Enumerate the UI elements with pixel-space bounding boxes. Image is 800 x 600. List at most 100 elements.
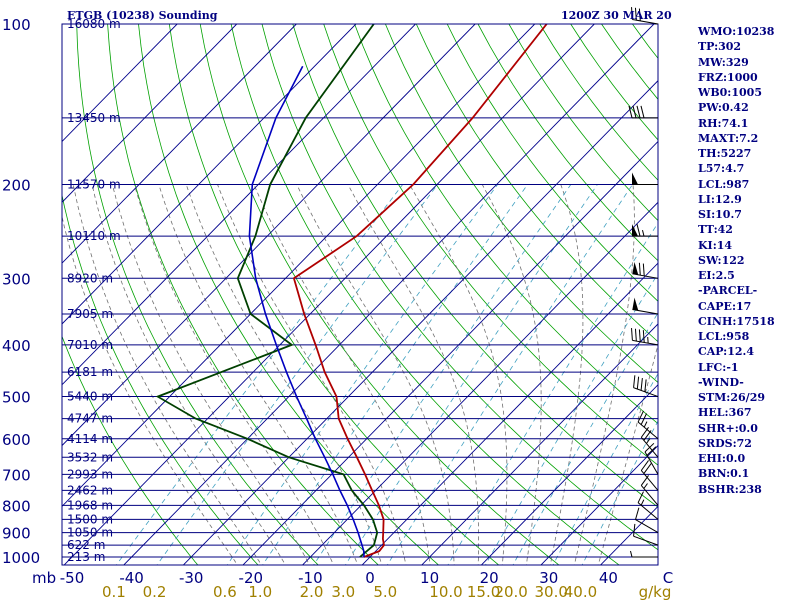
pressure-tick-label: 200 (2, 176, 31, 194)
mixing-ratio-line (313, 184, 572, 565)
mixing-ratio-label: 1.0 (248, 583, 272, 600)
height-label: 213 m (67, 550, 105, 564)
index-item: PW:0.42 (698, 101, 749, 115)
index-item: RH:74.1 (698, 116, 749, 130)
wind-barb (632, 261, 659, 279)
isotherm (62, 24, 476, 447)
index-item: SI:10.7 (698, 208, 742, 221)
moist-adiabat (296, 184, 455, 565)
temperature-tick-label: -10 (298, 569, 323, 587)
height-label: 3532 m (67, 450, 113, 464)
height-label: 6181 m (67, 365, 113, 379)
pressure-tick-label: 1000 (2, 549, 40, 567)
isotherm (62, 24, 238, 203)
mixing-ratio-label: 20.0 (494, 583, 527, 600)
temperature-tick-label: 40 (599, 569, 618, 587)
height-label: 13450 m (67, 111, 121, 125)
temperature-tick-label: C (663, 569, 673, 587)
moist-adiabat (409, 184, 508, 565)
index-item: TH:5227 (698, 147, 752, 160)
pressure-tick-label: 700 (2, 466, 31, 484)
index-item: EHI:0.0 (698, 452, 746, 465)
dry-adiabat (477, 24, 658, 262)
wind-barb (637, 491, 659, 520)
mixing-ratio-label: 40.0 (564, 583, 597, 600)
mixing-ratio-line (386, 184, 633, 565)
height-label: 4114 m (67, 432, 113, 446)
wind-barb (632, 297, 659, 315)
temperature-tick-label: -30 (179, 569, 204, 587)
wind-barb (635, 507, 659, 534)
isotherm (301, 201, 658, 565)
index-item: TT:42 (698, 223, 733, 237)
mixing-ratio-label: 3.0 (331, 583, 355, 600)
dry-adiabat (62, 335, 199, 565)
mixing-ratio-line (156, 184, 439, 565)
mixing-ratio-line (262, 184, 529, 565)
chart-timestamp: 1200Z 30 MAR 20 (561, 9, 672, 22)
index-item: CAP:12.4 (698, 345, 755, 359)
pressure-tick-label: 500 (2, 389, 31, 407)
index-item: KI:14 (698, 238, 733, 252)
pressure-unit-label: mb (32, 569, 56, 587)
height-label: 2993 m (67, 467, 113, 481)
moist-adiabat (253, 184, 431, 565)
index-item: LI:12.9 (698, 192, 742, 206)
index-item: CAPE:17 (698, 299, 752, 313)
mixing-ratio-line (344, 184, 598, 565)
isotherm (182, 80, 658, 565)
index-item: SW:122 (698, 253, 745, 267)
mixing-ratio-line (226, 184, 499, 565)
isotherm (123, 24, 655, 565)
temperature-tick-label: -40 (119, 569, 144, 587)
wind-barb (628, 105, 658, 119)
moist-adiabat (185, 184, 383, 565)
dry-adiabat (168, 24, 500, 565)
pressure-tick-label: 100 (2, 16, 31, 34)
index-item: -PARCEL- (698, 284, 758, 298)
index-item: BSHR:238 (698, 482, 762, 496)
dry-adiabat (261, 24, 658, 551)
chart-title: ETGB (10238) Sounding (67, 9, 218, 22)
mixing-ratio-label: 2.0 (300, 583, 324, 600)
moist-adiabat (549, 184, 584, 565)
height-label: 10110 m (67, 229, 121, 243)
height-label: 1050 m (67, 526, 113, 540)
moist-adiabat (217, 184, 407, 565)
index-item: -WIND- (698, 375, 744, 389)
wind-barb (632, 172, 658, 185)
height-label: 7010 m (67, 338, 113, 352)
dry-adiabat (138, 24, 440, 565)
wind-barb (630, 550, 658, 558)
index-item: MW:329 (698, 55, 749, 69)
dry-adiabat (385, 24, 658, 383)
index-item: TP:302 (698, 40, 742, 54)
wind-barb (633, 375, 659, 398)
isotherm (63, 24, 595, 565)
isotherm (361, 262, 658, 565)
isotherm (62, 24, 416, 386)
isotherm (480, 384, 658, 565)
moist-adiabat (481, 184, 542, 565)
pressure-tick-label: 800 (2, 497, 31, 515)
height-label: 1968 m (67, 498, 113, 512)
index-item: EI:2.5 (698, 269, 735, 282)
height-label: 5440 m (67, 390, 113, 404)
mixing-ratio-label: 10.0 (429, 583, 462, 600)
mixing-ratio-line (447, 222, 658, 565)
moist-adiabat (347, 184, 479, 565)
wind-barb (632, 223, 658, 237)
moist-adiabat (158, 184, 359, 565)
temperature-line (292, 24, 548, 558)
index-item: CINH:17518 (698, 314, 775, 328)
index-item: L57:4.7 (698, 162, 745, 176)
index-item: WB0:1005 (698, 86, 762, 99)
temperature-tick-label: -50 (60, 569, 85, 587)
height-label: 7905 m (67, 307, 113, 321)
isotherm (421, 323, 658, 565)
pressure-tick-label: 900 (2, 525, 31, 543)
wind-barb (633, 523, 659, 546)
index-item: LCL:987 (698, 177, 750, 191)
plot-frame (61, 23, 659, 566)
isotherm (62, 24, 357, 325)
